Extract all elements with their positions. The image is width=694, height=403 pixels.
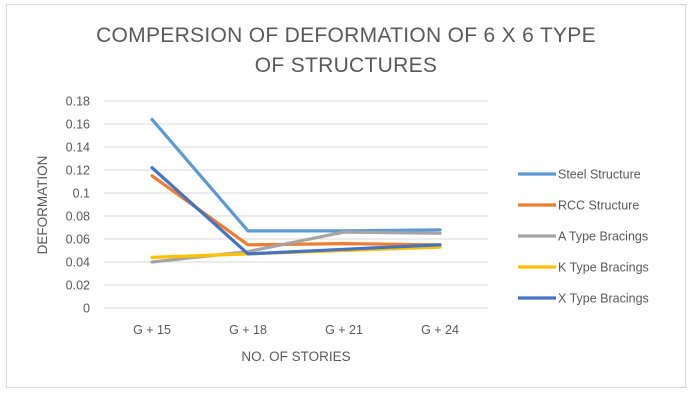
chart-title-line-2: OF STRUCTURES <box>255 54 437 77</box>
x-tick-labels: G + 15 G + 18 G + 21 G + 24 <box>133 323 459 337</box>
gridlines <box>104 100 488 309</box>
y-tick-label: 0.08 <box>66 210 90 224</box>
y-tick-label: 0.04 <box>66 256 90 270</box>
y-tick-labels: 0 0.02 0.04 0.06 0.08 0.1 0.12 0.14 0.16 0.18 <box>66 95 90 316</box>
x-axis-title: NO. OF STORIES <box>241 349 350 364</box>
x-tick-label: G + 24 <box>421 323 459 337</box>
y-tick-label: 0.1 <box>73 187 90 201</box>
y-tick-label: 0.14 <box>66 141 90 155</box>
series-line-x-type-bracings <box>150 166 442 256</box>
series-line-steel-structure <box>150 117 442 233</box>
y-tick-label: 0 <box>83 302 90 316</box>
legend-label: K Type Bracings <box>558 261 649 275</box>
legend: Steel Structure RCC Structure A Type Braci… <box>518 168 649 306</box>
x-tick-label: G + 18 <box>229 323 267 337</box>
legend-label: RCC Structure <box>558 199 639 213</box>
legend-label: A Type Bracings <box>558 230 648 244</box>
chart-frame <box>6 4 686 388</box>
y-tick-label: 0.16 <box>66 118 90 132</box>
y-tick-label: 0.18 <box>66 95 90 109</box>
x-tick-label: G + 21 <box>325 323 363 337</box>
series-lines <box>150 117 442 264</box>
chart-title-line-1: COMPERSION OF DEFORMATION OF 6 X 6 TYPE <box>96 24 596 47</box>
y-tick-label: 0.12 <box>66 164 90 178</box>
x-tick-label: G + 15 <box>133 323 171 337</box>
series-line-rcc-structure <box>150 174 442 247</box>
legend-label: Steel Structure <box>558 168 641 182</box>
y-tick-label: 0.02 <box>66 279 90 293</box>
y-axis-title: DEFORMATION <box>35 156 50 255</box>
legend-label: X Type Bracings <box>558 292 649 306</box>
y-tick-label: 0.06 <box>66 233 90 247</box>
